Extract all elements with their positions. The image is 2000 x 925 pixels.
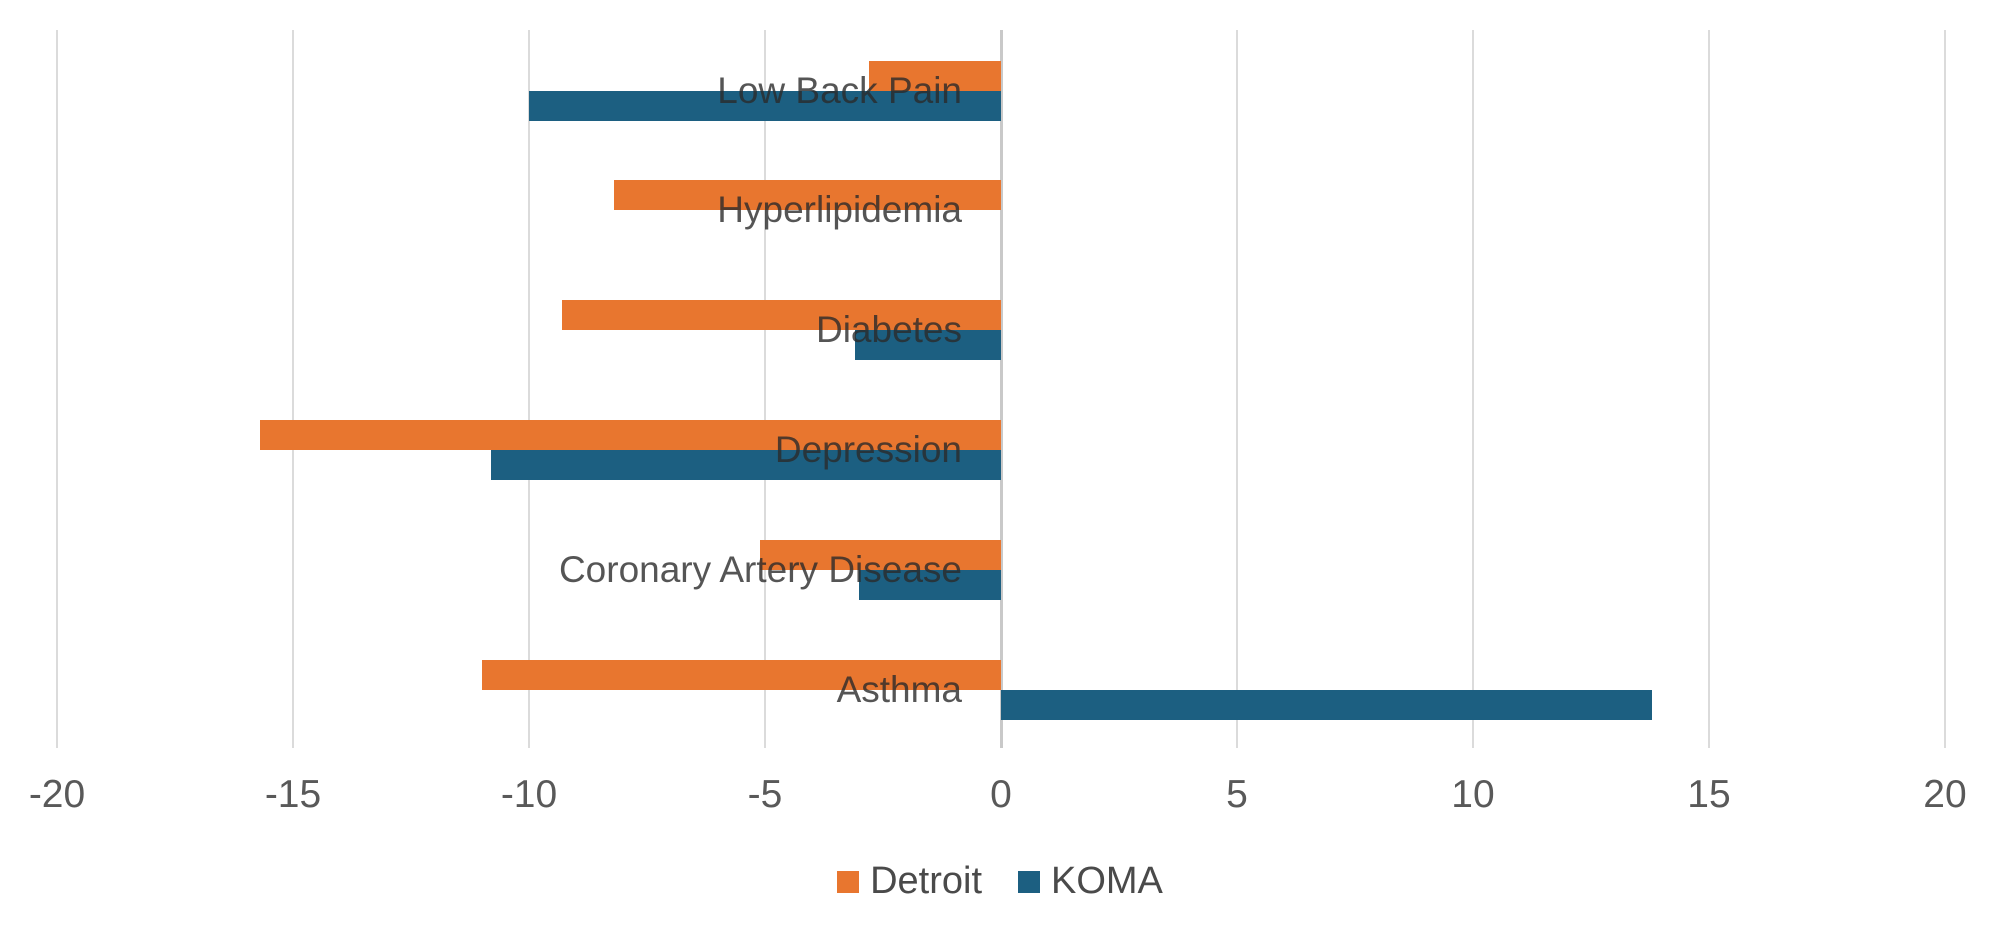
gridline <box>528 30 530 748</box>
category-label: Asthma <box>836 668 962 710</box>
bar-koma-asthma <box>1001 689 1653 720</box>
x-tick-label: 20 <box>1923 773 1967 816</box>
bar-koma-coronary-artery-disease <box>859 569 1001 600</box>
category-label: Diabetes <box>815 309 962 351</box>
gridline <box>764 30 766 748</box>
category-label: Low Back Pain <box>717 69 962 111</box>
gridline <box>1236 30 1238 748</box>
gridline <box>292 30 294 748</box>
x-tick-label: -10 <box>500 773 558 816</box>
bar-detroit-low-back-pain <box>868 60 1001 91</box>
x-tick-label: -5 <box>747 773 783 816</box>
gridline <box>1708 30 1710 748</box>
bar-detroit-depression <box>259 419 1001 450</box>
bar-koma-depression <box>491 449 1001 480</box>
legend-item-koma: KOMA <box>1018 860 1163 903</box>
x-tick-label: 0 <box>990 773 1012 816</box>
legend-item-detroit: Detroit <box>837 860 982 903</box>
x-tick-label: 15 <box>1687 773 1731 816</box>
gridline <box>1472 30 1474 748</box>
x-tick-label: 10 <box>1451 773 1495 816</box>
bar-detroit-diabetes <box>562 300 1001 331</box>
legend-label-koma: KOMA <box>1051 860 1163 902</box>
bar-koma-low-back-pain <box>529 90 1001 121</box>
gridline <box>56 30 58 748</box>
zero-axis-line <box>999 30 1003 748</box>
bar-detroit-hyperlipidemia <box>613 180 1001 211</box>
category-label: Hyperlipidemia <box>717 189 962 231</box>
x-tick-label: -15 <box>264 773 322 816</box>
bar-detroit-coronary-artery-disease <box>760 539 1001 570</box>
x-tick-label: -20 <box>28 773 86 816</box>
x-tick-label: 5 <box>1226 773 1248 816</box>
category-label: Coronary Artery Disease <box>558 548 962 590</box>
koma-swatch-icon <box>1018 870 1040 893</box>
category-label: Depression <box>774 428 962 470</box>
bar-detroit-asthma <box>481 659 1001 690</box>
bar-koma-diabetes <box>854 330 1001 361</box>
legend-label-detroit: Detroit <box>870 860 982 902</box>
detroit-swatch-icon <box>837 870 860 893</box>
legend: Detroit KOMA <box>0 860 2000 903</box>
gridline <box>1944 30 1946 748</box>
